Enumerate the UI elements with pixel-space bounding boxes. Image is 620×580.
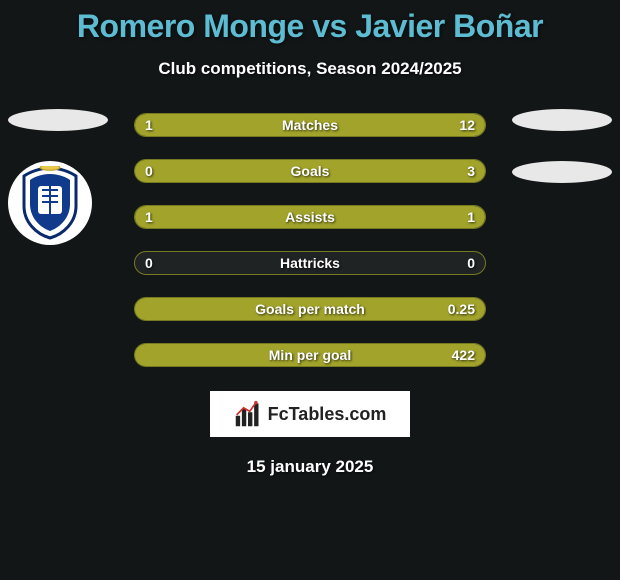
stat-row: 1 Matches 12 [134,113,486,137]
shield-icon [20,166,80,240]
bars-icon [234,400,262,428]
stat-value-right: 1 [467,209,475,225]
brand-logo: FcTables.com [210,391,410,437]
stat-value-left: 0 [145,163,153,179]
subtitle: Club competitions, Season 2024/2025 [0,59,620,79]
stat-value-left: 1 [145,117,153,133]
placeholder-ellipse [512,109,612,131]
stat-label: Matches [282,117,338,133]
stat-value-right: 0.25 [448,301,475,317]
team-crest-left [8,161,92,245]
stat-row: 1 Assists 1 [134,205,486,229]
date-text: 15 january 2025 [0,457,620,477]
page-title: Romero Monge vs Javier Boñar [0,0,620,45]
stat-label: Min per goal [269,347,351,363]
stat-value-left: 1 [145,209,153,225]
right-team-badges [512,109,612,213]
stat-label: Assists [285,209,335,225]
stats-area: 1 Matches 12 0 Goals 3 1 Assists 1 0 Hattricks 0 Goa… [0,113,620,367]
stat-row: 0 Goals 3 [134,159,486,183]
stat-value-right: 12 [459,117,475,133]
left-team-badges [8,109,108,245]
stat-row: Min per goal 422 [134,343,486,367]
stat-row: Goals per match 0.25 [134,297,486,321]
brand-text: FcTables.com [268,404,387,425]
placeholder-ellipse [8,109,108,131]
stat-value-left: 0 [145,255,153,271]
stat-label: Goals [291,163,330,179]
stat-value-right: 3 [467,163,475,179]
stat-value-right: 0 [467,255,475,271]
stat-label: Hattricks [280,255,340,271]
stat-row: 0 Hattricks 0 [134,251,486,275]
stat-rows: 1 Matches 12 0 Goals 3 1 Assists 1 0 Hattricks 0 Goa… [134,113,486,367]
placeholder-ellipse [512,161,612,183]
stat-value-right: 422 [452,347,475,363]
stat-label: Goals per match [255,301,365,317]
